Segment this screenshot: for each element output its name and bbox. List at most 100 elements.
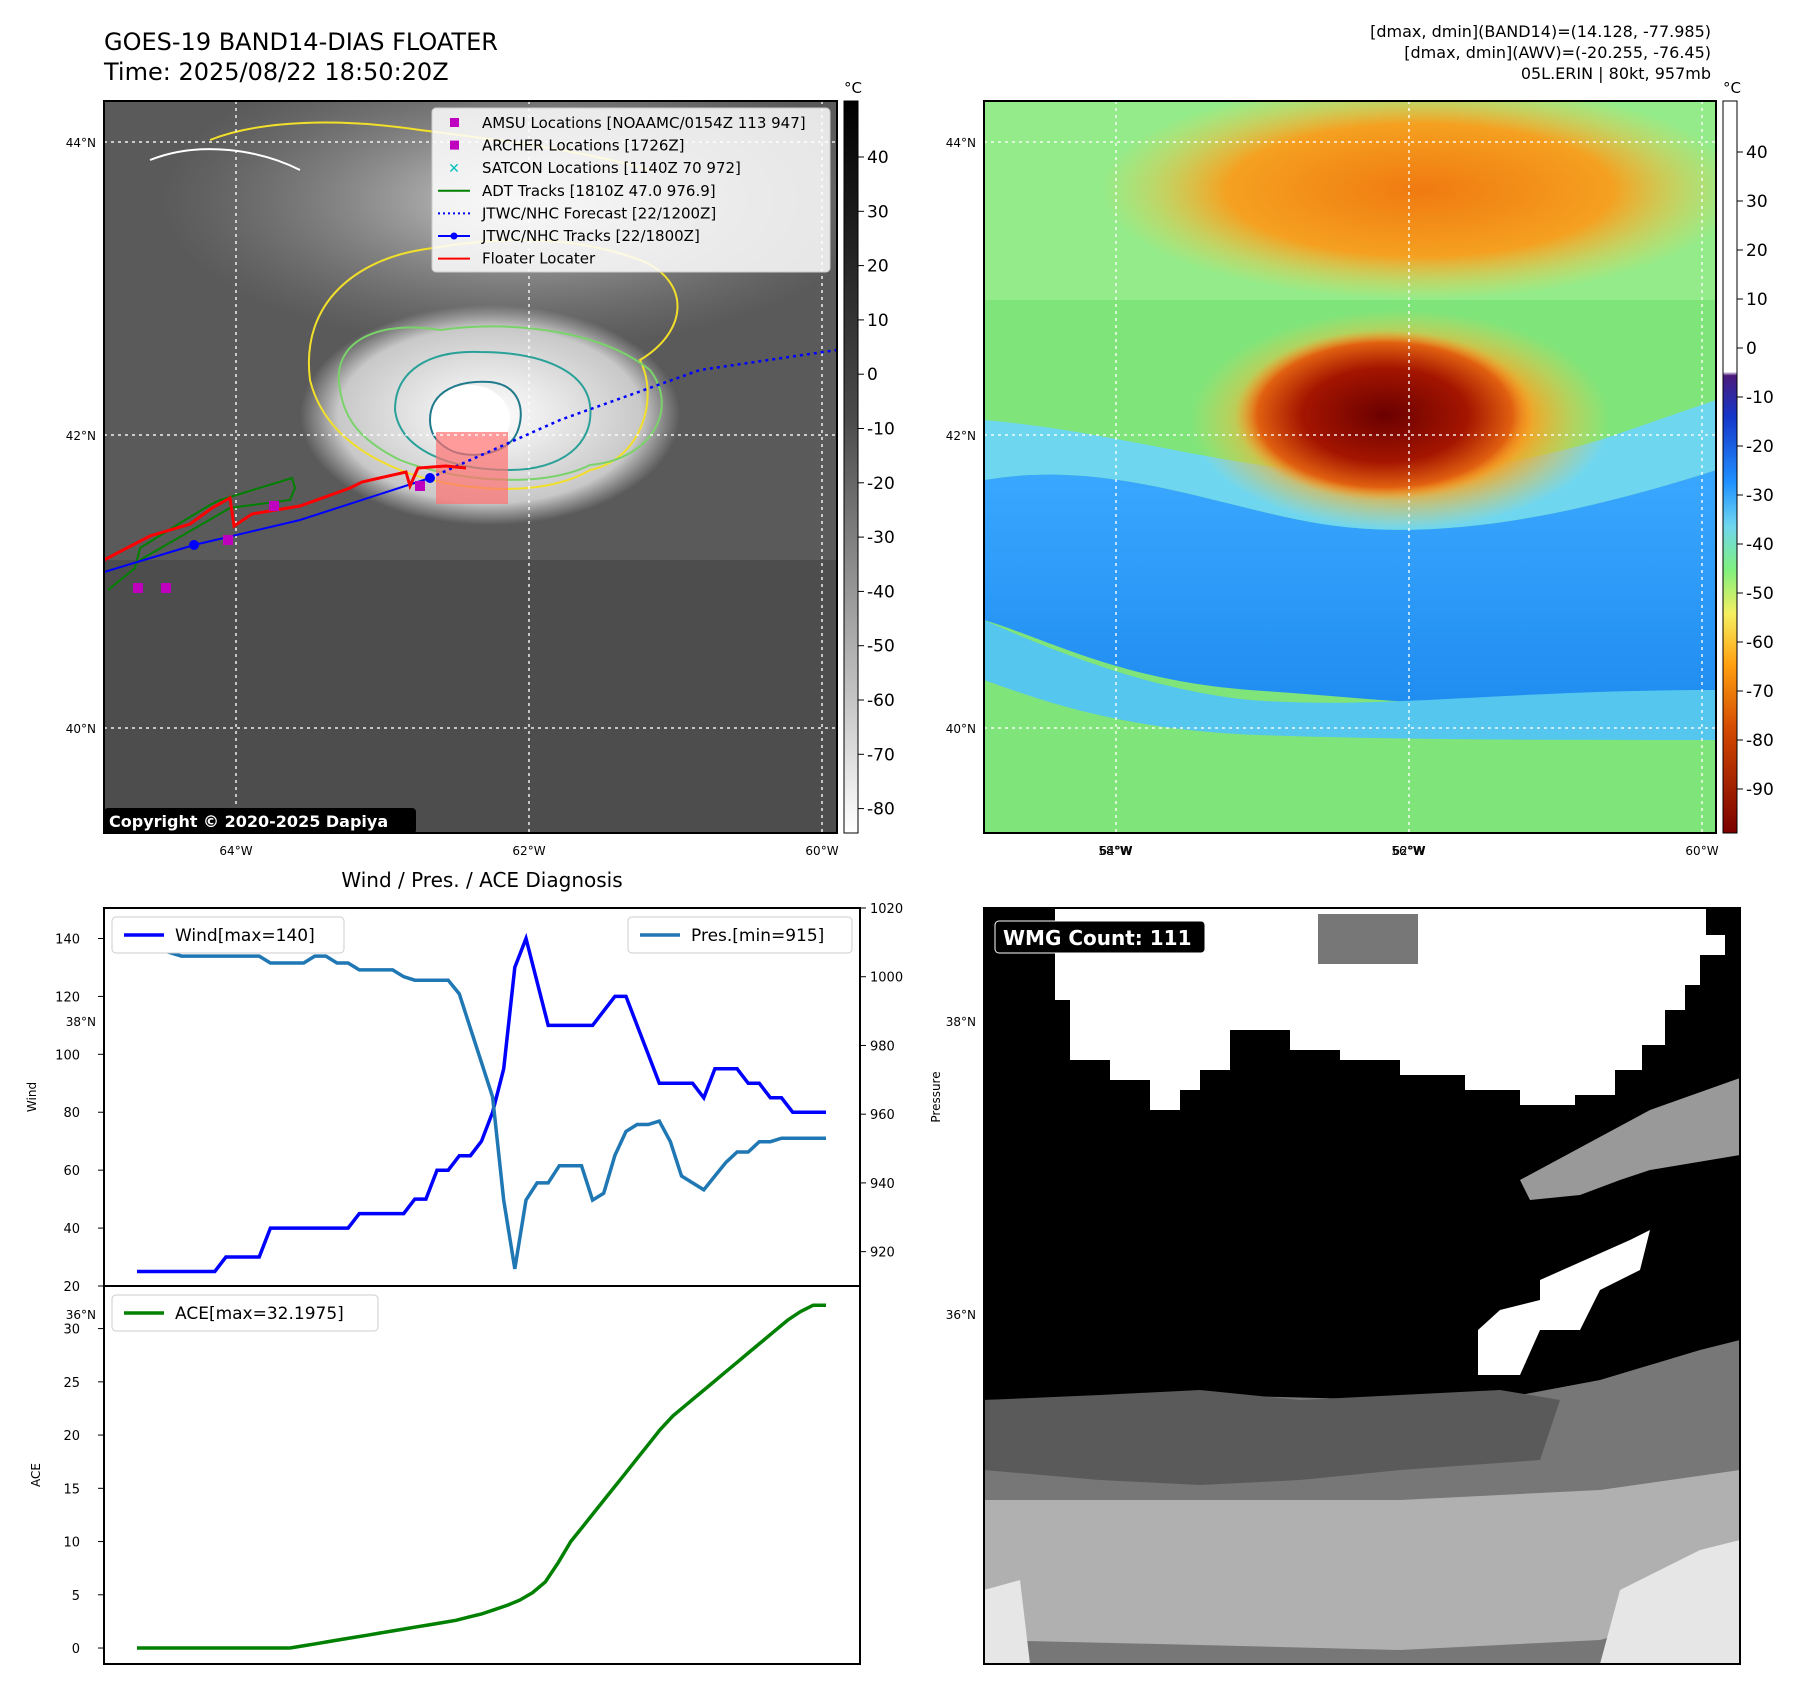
figure-title: GOES-19 BAND14-DIAS FLOATER <box>104 28 498 56</box>
wv-lat-label: 44°N <box>946 136 976 150</box>
ir-colorbar-tick-label: -50 <box>867 637 895 657</box>
wind-pressure-frame <box>103 907 861 1287</box>
wmg-panel: WMG Count: 111 <box>983 907 1741 1665</box>
ir-lon-label: 56°W <box>1391 844 1424 858</box>
ir-lat-label: 44°N <box>66 136 96 150</box>
ace-tick-label: 25 <box>63 1376 80 1391</box>
wv-map-panel <box>983 100 1717 834</box>
legend-item: JTWC/NHC Forecast [22/1200Z] <box>438 204 716 222</box>
fix-marker <box>133 583 143 593</box>
ir-colorbar-tick-label: 30 <box>867 202 889 222</box>
pressure-tick-label: 920 <box>870 1246 895 1261</box>
legend-square-icon <box>450 140 459 150</box>
legend-item: JTWC/NHC Tracks [22/1800Z] <box>438 227 700 245</box>
wv-lon-label: 64°W <box>1099 844 1132 858</box>
ace-tick-label: 0 <box>72 1642 80 1657</box>
ir-colorbar-tick-label: 0 <box>867 365 878 385</box>
wv-gridlines <box>984 101 1716 833</box>
wv-lon-label: 60°W <box>1685 844 1718 858</box>
ir-colorbar-tick-label: -30 <box>867 528 895 548</box>
wmg-frame <box>983 907 1741 1665</box>
legend-item-label: ADT Tracks [1810Z 47.0 976.9] <box>482 182 716 200</box>
ir-colorbar-tick-label: -10 <box>867 420 895 440</box>
ir-lon-label: 60°W <box>805 844 838 858</box>
wv-colorbar-tick-label: 40 <box>1746 143 1768 163</box>
ace-tick-label: 20 <box>63 1429 80 1444</box>
wv-lat-label: 36°N <box>946 1308 976 1322</box>
wv-colorbar-tick-label: -20 <box>1746 437 1774 457</box>
wmg-count-label: WMG Count: 111 <box>1003 926 1192 950</box>
wind-tick-label: 20 <box>63 1280 80 1295</box>
wv-colorbar-tick-label: -10 <box>1746 388 1774 408</box>
legend-item: ARCHER Locations [1726Z] <box>450 137 685 155</box>
pressure-tick-label: 1020 <box>870 902 903 917</box>
wv-lon-label: 62°W <box>1392 844 1425 858</box>
wv-colorbar-tick-label: -90 <box>1746 780 1774 800</box>
wind-tick-label: 100 <box>55 1048 80 1063</box>
ir-contour-green <box>337 325 663 481</box>
ace-tick-label: 10 <box>63 1536 80 1551</box>
ir-lon-label: 62°W <box>512 844 545 858</box>
ir-map-panel: AMSU Locations [NOAAMC/0154Z 113 947] ARC… <box>103 100 838 834</box>
legend-item-label: AMSU Locations [NOAAMC/0154Z 113 947] <box>482 114 806 132</box>
legend-item-label: SATCON Locations [1140Z 70 972] <box>482 159 741 177</box>
legend-item: ADT Tracks [1810Z 47.0 976.9] <box>438 182 716 200</box>
wv-north-moisture <box>1100 101 1716 300</box>
legend-item: Floater Locater <box>438 250 596 268</box>
copyright-text: Copyright © 2020-2025 Dapiya <box>109 812 388 831</box>
info-line-3: 05L.ERIN | 80kt, 957mb <box>1520 64 1711 83</box>
ir-colorbar-unit: °C <box>844 79 862 97</box>
ir-legend: AMSU Locations [NOAAMC/0154Z 113 947] ARC… <box>431 107 831 273</box>
wind-tick-label: 140 <box>55 932 80 947</box>
wind-legend: Wind[max=140] <box>111 916 345 954</box>
best-track-points <box>189 473 435 550</box>
ace-tick-label: 30 <box>63 1323 80 1338</box>
wv-colorbar: °C 40 30 20 10 0 -10 -20 -30 -40 -50 -60 -70 -80 -90 <box>1722 79 1774 834</box>
ace-tick-label: 15 <box>63 1482 80 1497</box>
ir-colorbar-tick-label: 10 <box>867 311 889 331</box>
floater-locater-line <box>104 464 467 562</box>
chart-title: Wind / Pres. / ACE Diagnosis <box>341 868 622 892</box>
fix-marker <box>161 583 171 593</box>
wv-colorbar-tick-label: -70 <box>1746 682 1774 702</box>
figure-time: Time: 2025/08/22 18:50:20Z <box>104 58 449 86</box>
pressure-axis-label: Pressure <box>929 1071 943 1122</box>
legend-item: AMSU Locations [NOAAMC/0154Z 113 947] <box>450 114 806 132</box>
track-point <box>425 473 435 483</box>
ir-colorbar-tick-label: -60 <box>867 691 895 711</box>
ir-colorbar-tick-label: -20 <box>867 474 895 494</box>
ir-colorbar-tick-label: -80 <box>867 800 895 820</box>
wv-colorbar-tick-label: -80 <box>1746 731 1774 751</box>
wmg-white-region-south <box>1478 1230 1650 1375</box>
info-line-1: [dmax, dmin](BAND14)=(14.128, -77.985) <box>1370 22 1711 41</box>
best-track-line <box>104 477 431 573</box>
fix-marker <box>415 481 425 491</box>
wv-lat-label: 40°N <box>946 722 976 736</box>
ace-chart: 0 5 10 15 20 25 30 ACE ACE[max=32.1975] <box>29 1285 861 1665</box>
legend-square-icon <box>450 118 459 127</box>
wind-legend-label: Wind[max=140] <box>175 926 315 946</box>
ir-lon-label: 64°W <box>219 844 252 858</box>
forecast-track-line <box>429 348 837 480</box>
legend-x-icon: ✕ <box>448 161 460 177</box>
wv-colorbar-tick-label: -30 <box>1746 486 1774 506</box>
legend-item-label: JTWC/NHC Tracks [22/1800Z] <box>481 227 700 245</box>
wv-colorbar-tick-label: -40 <box>1746 535 1774 555</box>
legend-item-label: JTWC/NHC Forecast [22/1200Z] <box>481 204 716 222</box>
ace-axis-label: ACE <box>29 1463 43 1487</box>
wv-colorbar-unit: °C <box>1723 79 1741 97</box>
wind-tick-label: 120 <box>55 990 80 1005</box>
ir-lat-label: 38°N <box>66 1015 96 1029</box>
wv-dry-band <box>984 470 1716 709</box>
ir-colorbar-tick-label: 40 <box>867 148 889 168</box>
wind-axis-label: Wind <box>25 1082 39 1112</box>
wv-storm-core <box>1235 330 1535 500</box>
pressure-tick-label: 1000 <box>870 971 903 986</box>
pressure-series-line <box>137 923 826 1270</box>
wind-pressure-chart: Wind / Pres. / ACE Diagnosis 20 40 60 80 100… <box>25 868 943 1295</box>
ace-legend-label: ACE[max=32.1975] <box>175 1304 344 1324</box>
wv-colorbar-tick-label: -50 <box>1746 584 1774 604</box>
wind-tick-label: 60 <box>63 1164 80 1179</box>
